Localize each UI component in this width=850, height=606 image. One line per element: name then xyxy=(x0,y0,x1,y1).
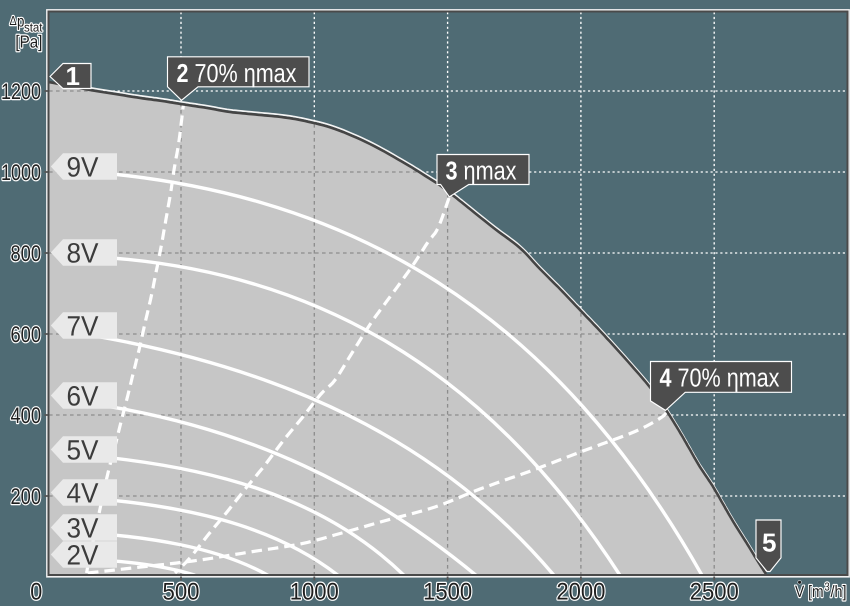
svg-text:800: 800 xyxy=(11,241,42,266)
svg-text:2 70% ηmax: 2 70% ηmax xyxy=(177,58,297,88)
svg-text:5V: 5V xyxy=(67,434,99,465)
svg-text:3 ηmax: 3 ηmax xyxy=(446,156,517,186)
svg-text:200: 200 xyxy=(11,484,42,509)
svg-text:1000: 1000 xyxy=(1,160,41,185)
svg-text:4V: 4V xyxy=(67,477,99,508)
svg-text:2V: 2V xyxy=(67,539,99,570)
svg-text:1: 1 xyxy=(66,61,80,91)
svg-text:600: 600 xyxy=(11,322,42,347)
svg-text:7V: 7V xyxy=(67,310,99,341)
svg-text:400: 400 xyxy=(11,403,42,428)
svg-text:stat: stat xyxy=(24,21,43,35)
svg-text:V [m: V [m xyxy=(795,583,824,601)
svg-text:1500: 1500 xyxy=(423,579,472,606)
svg-text:9V: 9V xyxy=(67,151,99,182)
svg-text:2500: 2500 xyxy=(690,579,739,606)
svg-text:3V: 3V xyxy=(67,512,99,543)
svg-text:p: p xyxy=(17,14,24,31)
svg-text:1000: 1000 xyxy=(290,579,339,606)
svg-text:3: 3 xyxy=(825,582,830,594)
svg-text:Δ: Δ xyxy=(10,13,17,28)
svg-text:4 70% ηmax: 4 70% ηmax xyxy=(660,363,780,393)
svg-text:/h]: /h] xyxy=(831,583,847,601)
svg-text:0: 0 xyxy=(30,579,42,606)
svg-text:6V: 6V xyxy=(67,380,99,411)
svg-text:[Pa]: [Pa] xyxy=(15,32,42,52)
svg-text:8V: 8V xyxy=(67,237,99,268)
svg-text:2000: 2000 xyxy=(556,579,605,606)
svg-text:500: 500 xyxy=(163,579,200,606)
svg-text:1200: 1200 xyxy=(1,79,41,104)
svg-text:5: 5 xyxy=(762,528,776,558)
